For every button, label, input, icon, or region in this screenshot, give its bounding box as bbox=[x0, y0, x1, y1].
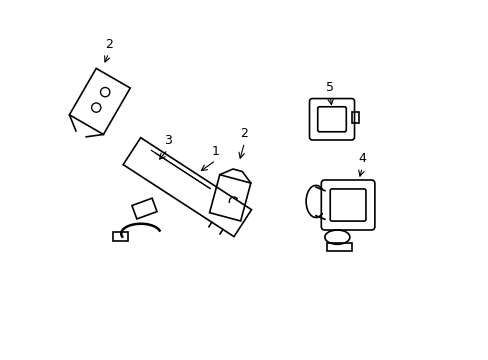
Text: 4: 4 bbox=[358, 152, 366, 165]
Text: 2: 2 bbox=[240, 127, 248, 140]
Text: 3: 3 bbox=[163, 134, 171, 147]
Text: 5: 5 bbox=[325, 81, 334, 94]
Text: 2: 2 bbox=[104, 38, 112, 51]
Text: 1: 1 bbox=[212, 145, 220, 158]
